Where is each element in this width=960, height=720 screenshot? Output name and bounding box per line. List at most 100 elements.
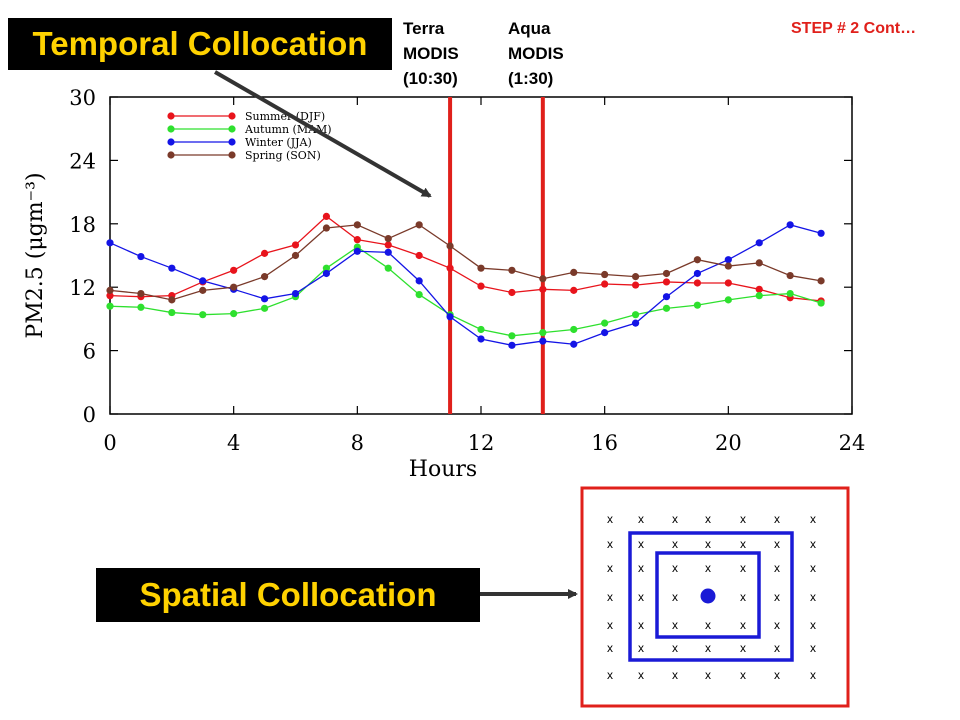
legend-marker xyxy=(228,151,236,159)
data-point xyxy=(570,268,578,277)
grid-cell-marker: x xyxy=(672,537,678,551)
data-point xyxy=(106,292,114,300)
pm25-chart: 0 4 8 12 16 20 24 0 6 12 18 24 30 Hours PM2.5 (μgm⁻³) S… xyxy=(23,86,865,482)
data-point xyxy=(817,299,825,307)
data-point xyxy=(415,221,423,229)
data-point xyxy=(168,308,176,317)
y-tick-label: 6 xyxy=(83,340,96,364)
data-point xyxy=(786,221,794,229)
grid-cell-marker: x xyxy=(672,618,678,632)
data-point xyxy=(508,341,516,349)
data-point xyxy=(539,337,547,345)
grid-cell-marker: x xyxy=(810,641,816,655)
data-point xyxy=(137,303,145,311)
y-tick-label: 30 xyxy=(69,86,96,110)
data-point xyxy=(724,262,732,270)
data-point xyxy=(662,278,671,286)
data-point xyxy=(291,289,300,298)
aqua-line-2: MODIS xyxy=(508,44,564,63)
y-axis-title: PM2.5 (μgm⁻³) xyxy=(23,172,48,338)
data-point xyxy=(631,319,640,327)
grid-cell-marker: x xyxy=(705,641,711,655)
grid-cell-marker: x xyxy=(638,590,644,604)
data-point xyxy=(291,251,300,260)
data-point xyxy=(477,282,485,290)
grid-cell-marker: x xyxy=(705,537,711,551)
grid-cell-marker: x xyxy=(774,590,780,604)
y-tick-label: 12 xyxy=(69,276,96,300)
data-point xyxy=(786,271,794,280)
data-point xyxy=(570,340,578,348)
x-tick-label: 16 xyxy=(591,431,618,455)
aqua-line-1: Aqua xyxy=(508,19,551,38)
temporal-arrow xyxy=(214,70,432,198)
grid-cell-marker: x xyxy=(810,590,816,604)
data-point xyxy=(755,292,763,300)
data-point xyxy=(384,241,392,249)
data-point xyxy=(353,236,361,244)
terra-line-2: MODIS xyxy=(403,44,459,63)
data-point xyxy=(477,325,485,334)
data-point xyxy=(415,277,423,285)
data-point xyxy=(446,313,454,321)
data-point xyxy=(662,304,671,312)
grid-cell-marker: x xyxy=(774,512,780,526)
data-point xyxy=(446,264,454,272)
data-point xyxy=(199,311,207,319)
data-point xyxy=(384,264,392,272)
data-point xyxy=(384,234,392,243)
grid-cell-marker: x xyxy=(672,590,678,604)
grid-cell-marker: x xyxy=(810,561,816,575)
x-tick-label: 12 xyxy=(468,431,495,455)
legend-label: Summer (DJF) xyxy=(245,110,325,123)
data-point xyxy=(817,229,825,237)
y-tick-label: 24 xyxy=(69,149,96,173)
data-point xyxy=(199,277,207,285)
data-point xyxy=(415,251,423,260)
data-point xyxy=(446,242,454,250)
x-axis-title: Hours xyxy=(409,457,477,482)
grid-cell-marker: x xyxy=(810,668,816,682)
data-point xyxy=(106,302,114,310)
y-tick-label: 0 xyxy=(83,403,96,427)
data-point xyxy=(631,281,640,289)
data-point xyxy=(601,280,609,288)
data-point xyxy=(230,266,238,274)
data-point xyxy=(106,286,114,294)
x-tick-label: 4 xyxy=(227,431,240,455)
grid-cell-marker: x xyxy=(607,590,613,604)
data-point xyxy=(570,286,578,294)
grid-cell-marker: x xyxy=(740,537,746,551)
data-point xyxy=(168,264,176,272)
data-point xyxy=(137,289,145,298)
grid-cell-marker: x xyxy=(705,512,711,526)
legend-marker xyxy=(228,125,236,133)
data-point xyxy=(477,335,485,343)
grid-cell-marker: x xyxy=(705,618,711,632)
grid-cell-marker: x xyxy=(740,668,746,682)
data-point xyxy=(106,239,114,247)
data-point xyxy=(137,252,145,261)
grid-cell-marker: x xyxy=(810,537,816,551)
grid-cell-marker: x xyxy=(705,561,711,575)
data-point xyxy=(508,332,516,340)
data-point xyxy=(322,264,331,272)
data-point xyxy=(755,285,763,293)
grid-cell-marker: x xyxy=(774,537,780,551)
legend-marker xyxy=(167,151,175,159)
data-point xyxy=(631,311,640,319)
terra-modis-label: Terra MODIS (10:30) xyxy=(403,16,459,91)
plot-frame xyxy=(109,96,853,415)
grid-cell-marker: x xyxy=(810,512,816,526)
data-point xyxy=(322,212,331,221)
data-point xyxy=(662,293,671,301)
grid-cell-marker: x xyxy=(607,618,613,632)
grid-cell-marker: x xyxy=(672,668,678,682)
grid-cell-marker: x xyxy=(774,561,780,575)
grid-cell-marker: x xyxy=(740,590,746,604)
center-pixel-marker xyxy=(700,588,716,604)
data-point xyxy=(260,295,269,303)
data-point xyxy=(662,269,671,278)
data-point xyxy=(168,296,176,304)
grid-cell-marker: x xyxy=(638,561,644,575)
